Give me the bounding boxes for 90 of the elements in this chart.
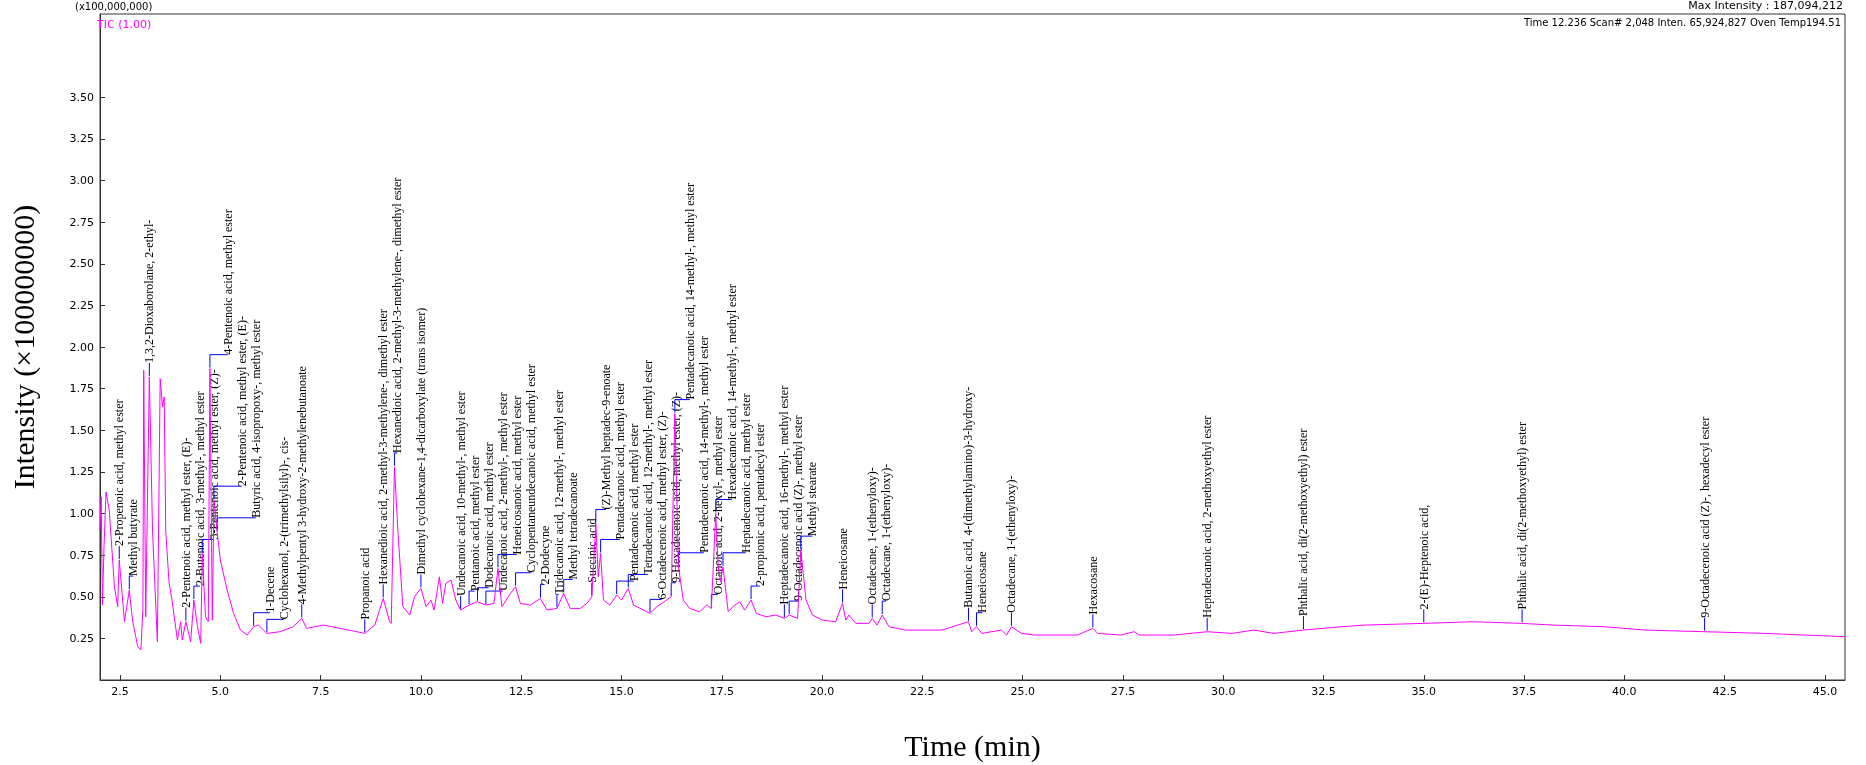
- annotation: Heneicosanoic acid, methyl ester: [509, 395, 524, 555]
- x-tick-label: 7.5: [311, 685, 330, 698]
- annotation: Hexadecanoic acid, 14-methyl-, methyl ester: [724, 284, 739, 500]
- x-tick-label: 22.5: [910, 685, 935, 698]
- y-tick-label: 1.75: [69, 382, 94, 396]
- text: Max Intensity : 187,094,212: [1688, 0, 1843, 12]
- y-tick-label: 2.50: [69, 257, 94, 271]
- annotation: 9-Hexadecenoic acid, methyl ester, (Z)-: [668, 391, 683, 583]
- annotation: Undecanoic acid, 10-methyl-, methyl ester: [453, 391, 468, 597]
- annotation: Cyclopentaneundecanoic acid, methyl ester: [523, 364, 538, 573]
- annotation: 2-Dodecyne: [537, 525, 552, 585]
- annotation: Succinic acid: [584, 518, 599, 583]
- x-tick-label: 45.0: [1812, 685, 1838, 698]
- annotation: Heptadecanoic acid, 2-methoxyethyl ester: [1200, 415, 1215, 618]
- annotation: Hexanedioic acid, 2-methyl-3-methylene-, dimethyl ester: [390, 177, 405, 453]
- annotation: (Z)-Methyl heptadec-9-enoate: [598, 364, 613, 510]
- y-axis-title: Intensity (×100000000): [6, 204, 41, 490]
- annotation: Heneicosane: [835, 528, 850, 590]
- annotation: Heptadecanoic acid, methyl ester: [738, 393, 753, 553]
- annotation: Pentadecanoic acid, methyl ester: [626, 423, 641, 582]
- annotation: 4-Pentenoic acid, methyl ester: [220, 209, 235, 355]
- x-tick-label: 35.0: [1411, 685, 1437, 698]
- annotation: Pentanoic acid, methyl ester: [467, 455, 482, 592]
- annotation: Methyl butyrate: [126, 499, 141, 577]
- annotation: 1-Decene: [262, 566, 277, 613]
- annotation: Octadecane, 1-(ethenyloxy)-: [865, 467, 880, 605]
- x-tick-label: 27.5: [1110, 685, 1136, 698]
- annotation: Hexanedioic acid, 2-methyl-3-methylene-, dimethyl ester: [376, 309, 391, 585]
- annotation: Phthalic acid, di(2-methoxyethyl) ester: [1296, 428, 1311, 617]
- annotation: 4-Methylpentyl 3-hydroxy-2-methylenebutanoate: [294, 366, 309, 605]
- text: (x100,000,000): [75, 0, 153, 12]
- x-tick-label: 32.5: [1311, 685, 1336, 698]
- y-tick-label: 1.25: [69, 465, 94, 479]
- annotation: Pentadecanoic acid, 14-methyl-, methyl ester: [696, 336, 711, 553]
- annotation: 9-Octadecenoic acid (Z)-, methyl ester: [791, 415, 806, 602]
- x-tick-label: 37.5: [1511, 685, 1537, 698]
- annotation: Butyric acid, 4-isopropoxy-, methyl ester: [248, 319, 263, 518]
- annotation: Pentadecanoic acid, 14-methyl-, methyl ester: [682, 183, 697, 400]
- annotation: Tridecanoic acid, 12-methyl-, methyl ester: [551, 390, 566, 595]
- annotation: 2-Butenoic acid, 3-methyl-, methyl ester: [192, 391, 207, 587]
- annotation: Hexacosane: [1085, 556, 1100, 615]
- x-tick-label: 25.0: [1010, 685, 1035, 698]
- annotation: Octadecane, 1-(ethenyloxy)-: [1004, 475, 1019, 613]
- x-tick-label: 42.5: [1712, 685, 1737, 698]
- annotation: Time 12.236 Scan# 2,048 Inten. 65,924,827 Oven Temp194.51: [1522, 16, 1842, 28]
- annotation: Propanoic acid: [357, 547, 372, 620]
- x-tick-label: 30.0: [1210, 685, 1236, 698]
- x-tick-label: 17.5: [709, 685, 735, 698]
- annotation: Heptadecanoic acid, 16-methyl-, methyl ester: [777, 385, 792, 605]
- y-tick-label: 0.25: [69, 631, 94, 645]
- y-tick-label: 2.00: [69, 340, 94, 354]
- y-tick-label: 0.75: [69, 548, 94, 562]
- x-tick-label: 2.5: [111, 685, 129, 698]
- x-tick-label: 10.0: [408, 685, 434, 698]
- y-tick-label: 3.00: [69, 174, 94, 187]
- annotation: Heneicosane: [975, 551, 990, 613]
- annotation: 2-Pentenoic acid, methyl ester, (E)-: [178, 437, 193, 608]
- x-tick-label: 12.5: [508, 685, 534, 698]
- y-tick-label: 2.25: [69, 298, 94, 312]
- annotation: 6-Octadecenoic acid, methyl ester, (Z)-: [654, 411, 669, 600]
- annotation: Pentadecanoic acid, methyl ester: [612, 382, 627, 540]
- annotation: 9-Octadecenoic acid (Z)-, hexadecyl ester: [1697, 416, 1712, 618]
- annotation: Butanoic acid, 4-(dimethylamino)-3-hydroxy-: [961, 386, 976, 608]
- x-tick-label: 40.0: [1612, 685, 1637, 698]
- x-tick-label: 20.0: [809, 685, 835, 698]
- y-tick-label: 0.50: [69, 590, 94, 604]
- annotation: Methyl stearate: [805, 461, 820, 537]
- annotation: Undecanoic acid, 2-methyl-, methyl ester: [495, 392, 510, 592]
- y-tick-label: 1.00: [69, 507, 94, 520]
- x-tick-label: 15.0: [609, 685, 634, 698]
- y-tick-label: 3.50: [69, 90, 94, 104]
- x-axis-title: Time (min): [904, 728, 1041, 763]
- y-tick-label: 1.50: [69, 423, 94, 437]
- annotation: Tetradecanoic acid, 12-methyl-, methyl ester: [640, 360, 655, 575]
- annotation: 2-(E)-Heptenoic acid,: [1416, 504, 1431, 610]
- annotation: Octanoic acid, 2-hexyl-, methyl ester: [710, 416, 725, 595]
- annotation: 3-Pentenoic acid, methyl ester, (Z)-: [206, 369, 221, 540]
- annotation: Methyl tetradecanoate: [565, 472, 580, 580]
- y-tick-label: 3.25: [69, 132, 94, 146]
- annotation: Phthalic acid, di(2-methoxyethyl) ester: [1515, 422, 1530, 610]
- y-tick-label: 2.75: [69, 215, 94, 229]
- annotation: 1,3,2-Dioxaborolane, 2-ethyl-: [142, 219, 157, 363]
- annotation: Cyclohexanol, 2-(trimethylsilyl)-, cis-: [276, 436, 291, 620]
- annotation: Dimethyl cyclohexane-1,4-dicarboxylate (trans isomer): [413, 307, 428, 575]
- annotation: 2-Propenoic acid, methyl ester: [112, 399, 127, 547]
- annotation: 2-propionic acid, pentadecyl ester: [752, 423, 767, 587]
- annotation: 2-Pentenoic acid, methyl ester, (E)-: [234, 316, 249, 487]
- annotation: Octadecane, 1-(ethenyloxy)-: [879, 463, 894, 602]
- x-tick-label: 5.0: [211, 685, 230, 698]
- annotation: Dodecanoic acid, methyl ester: [481, 442, 496, 588]
